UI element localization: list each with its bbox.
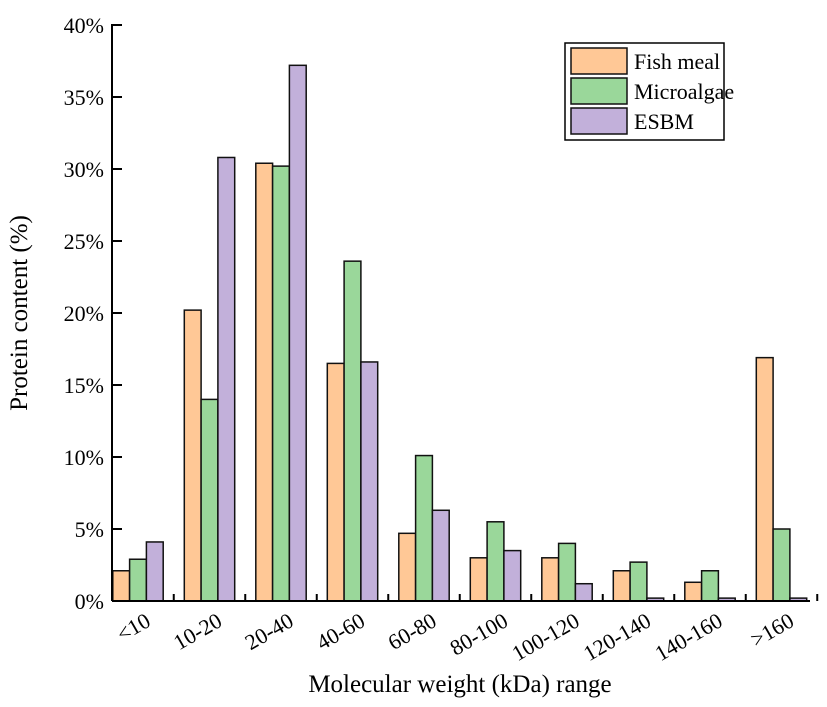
bar-fish-meal-1 [183, 309, 202, 602]
legend-label: ESBM [634, 109, 694, 134]
bar-microalgae-2 [271, 165, 291, 602]
y-tick-label: 5% [75, 517, 104, 542]
bar-esbm-2 [288, 64, 307, 602]
bar-microalgae-6 [557, 542, 577, 602]
bar-microalgae-4 [414, 454, 434, 602]
bar-fish-meal-6 [541, 557, 560, 602]
y-tick-label: 20% [64, 301, 104, 326]
bar-fish-meal-9 [755, 356, 774, 602]
bar-microalgae-5 [486, 521, 505, 602]
legend: Fish meal Microalgae ESBM [564, 42, 734, 141]
x-axis-label: Molecular weight (kDa) range [308, 671, 611, 698]
legend-swatch [570, 107, 628, 135]
bars [112, 64, 808, 602]
x-tick-label: 120-140 [579, 608, 655, 666]
y-tick-label: 30% [64, 157, 104, 182]
x-tick-label: >160 [746, 608, 798, 652]
bar-microalgae-7 [629, 561, 648, 602]
bar-microalgae-3 [343, 260, 362, 602]
bar-fish-meal-8 [684, 581, 703, 602]
x-tick-labels: <10 10-20 20-40 40-60 60-80 80-100100-120120-… [112, 608, 798, 666]
legend-label: Fish meal [634, 49, 720, 74]
x-tick-label: 80-100 [446, 608, 512, 661]
bar-esbm-1 [217, 156, 236, 602]
bar-fish-meal-7 [612, 570, 631, 602]
y-tick-label: 25% [64, 229, 104, 254]
axes [111, 24, 819, 602]
legend-swatch [570, 77, 628, 105]
y-tick-label: 15% [64, 373, 104, 398]
x-tick-label: 40-60 [312, 608, 369, 655]
bar-fish-meal-3 [326, 362, 345, 602]
y-tick-labels: 0% 5% 10% 15% 20% 25% 30% 35% 40% [64, 13, 104, 614]
bar-fish-meal-0 [112, 570, 131, 602]
y-tick-label: 0% [75, 589, 104, 614]
bar-microalgae-8 [700, 570, 720, 602]
y-axis-label: Protein content (%) [6, 215, 33, 411]
bar-microalgae-9 [772, 528, 791, 602]
bar-microalgae-1 [200, 398, 219, 602]
bar-fish-meal-4 [398, 532, 417, 602]
y-tick-label: 35% [64, 85, 104, 110]
y-tick-label: 40% [64, 13, 104, 38]
bar-microalgae-0 [128, 558, 148, 602]
y-tick-label: 10% [64, 445, 104, 470]
x-tick-label: <10 [112, 608, 154, 647]
legend-swatch [570, 47, 628, 75]
x-tick-label: 140-160 [650, 608, 726, 666]
legend-label: Microalgae [634, 79, 734, 104]
bar-esbm-5 [503, 549, 522, 602]
bar-fish-meal-5 [469, 557, 488, 602]
x-tick-label: 100-120 [507, 608, 583, 666]
bar-esbm-4 [431, 509, 450, 602]
bar-fish-meal-2 [255, 162, 274, 602]
x-tick-label: 20-40 [241, 608, 298, 655]
x-tick-label: 10-20 [169, 608, 226, 655]
bar-esbm-6 [574, 582, 593, 602]
bar-esbm-3 [360, 361, 379, 602]
bar-esbm-0 [145, 541, 164, 602]
x-tick-label: 60-80 [384, 608, 441, 655]
